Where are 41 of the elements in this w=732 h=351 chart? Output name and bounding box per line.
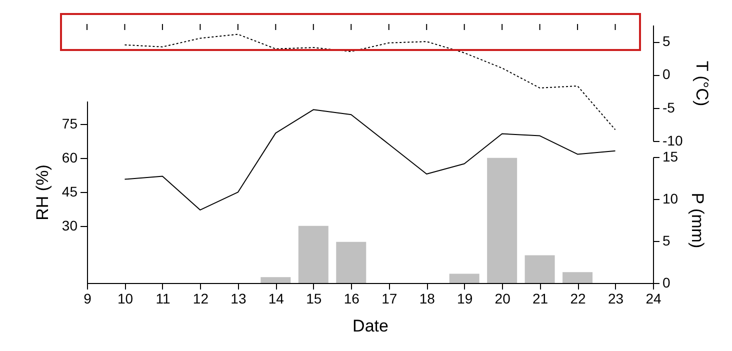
- x-tick-label: 23: [608, 290, 624, 306]
- x-tick-label: 22: [570, 290, 586, 306]
- bar: [487, 158, 518, 283]
- x-tick-label: 18: [419, 290, 436, 306]
- y2-tick-label: 15: [662, 148, 678, 164]
- x-tick-label: 12: [192, 290, 209, 306]
- x-tick-label: 19: [457, 290, 473, 306]
- x-tick-label: 24: [646, 290, 662, 306]
- x-tick-label: 16: [344, 290, 360, 306]
- bar: [562, 272, 593, 283]
- y-tick-label: 60: [62, 149, 78, 166]
- y-tick-label: 30: [62, 218, 78, 234]
- x-tick-label: 20: [494, 290, 511, 306]
- line-series: [124, 109, 616, 210]
- y2-axis-title: P (mm): [688, 192, 708, 248]
- y-axis-title: RH (%): [32, 164, 52, 220]
- x-tick-label: 17: [382, 290, 398, 306]
- y-tick-label: 45: [62, 184, 78, 200]
- y3-axis-title: T (°C): [692, 60, 712, 106]
- bar: [260, 277, 291, 283]
- y2-tick-label: 0: [662, 274, 670, 290]
- x-axis-title: Date: [352, 316, 388, 336]
- bar: [524, 255, 555, 283]
- y3-tick-label: -10: [662, 132, 683, 148]
- y3-tick-label: -5: [662, 99, 676, 116]
- x-tick-label: 11: [156, 290, 170, 306]
- x-tick-label: 21: [532, 290, 548, 306]
- y-tick-label: 75: [62, 115, 78, 132]
- y2-tick-label: 10: [662, 190, 678, 206]
- x-tick-label: 9: [84, 290, 92, 306]
- y3-tick-label: 5: [662, 33, 670, 50]
- bar: [449, 274, 480, 283]
- bar: [336, 242, 366, 283]
- y3-tick-label: 0: [662, 66, 670, 82]
- y2-tick-label: 5: [662, 232, 670, 248]
- x-tick-label: 13: [230, 290, 246, 306]
- x-tick-label: 14: [268, 290, 284, 306]
- x-tick-label: 15: [306, 290, 322, 306]
- bar: [298, 226, 328, 283]
- x-tick-label: 10: [117, 290, 134, 306]
- line-series: [124, 34, 616, 130]
